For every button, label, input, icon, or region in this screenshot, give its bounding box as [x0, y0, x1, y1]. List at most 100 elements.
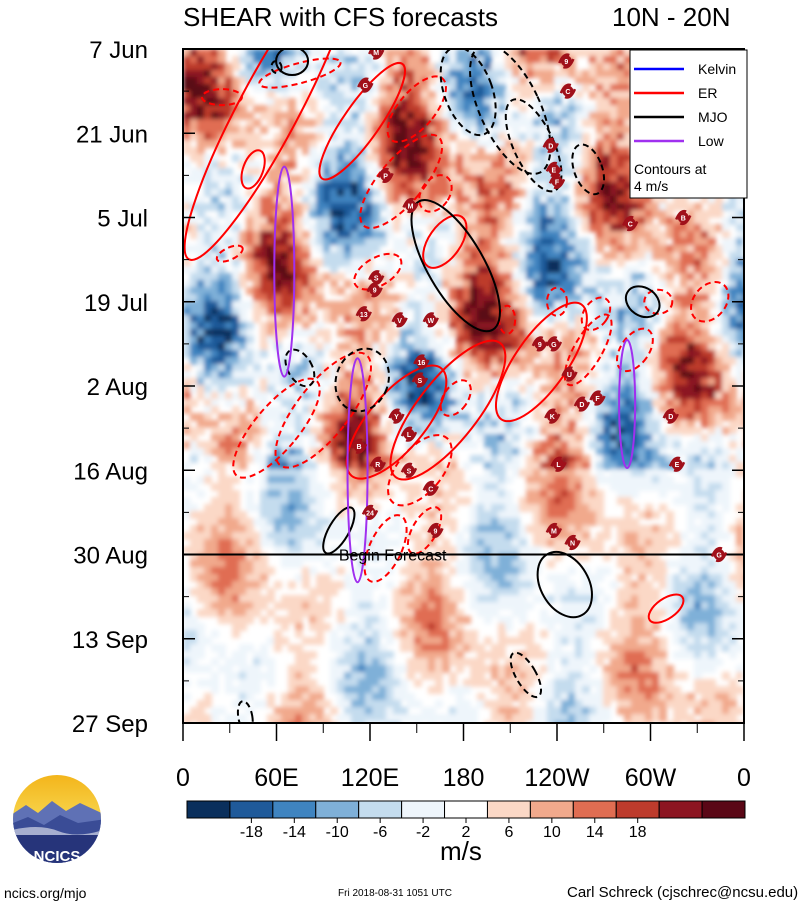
heatmap-cell: [519, 469, 527, 477]
heatmap-cell: [498, 490, 506, 498]
heatmap-cell: [554, 553, 562, 561]
heatmap-cell: [330, 462, 338, 470]
heatmap-cell: [736, 343, 744, 351]
heatmap-cell: [736, 336, 744, 344]
heatmap-cell: [197, 413, 205, 421]
heatmap-cell: [687, 287, 695, 295]
heatmap-cell: [225, 343, 233, 351]
heatmap-cell: [687, 343, 695, 351]
heatmap-cell: [715, 378, 723, 386]
heatmap-cell: [358, 532, 366, 540]
heatmap-cell: [624, 203, 632, 211]
heatmap-cell: [386, 259, 394, 267]
heatmap-cell: [666, 322, 674, 330]
heatmap-cell: [645, 532, 653, 540]
heatmap-cell: [183, 245, 191, 253]
heatmap-cell: [379, 91, 387, 99]
heatmap-cell: [456, 224, 464, 232]
heatmap-cell: [491, 294, 499, 302]
heatmap-cell: [491, 434, 499, 442]
heatmap-cell: [533, 301, 541, 309]
heatmap-cell: [456, 406, 464, 414]
heatmap-cell: [519, 301, 527, 309]
heatmap-cell: [379, 63, 387, 71]
heatmap-cell: [442, 546, 450, 554]
heatmap-cell: [456, 427, 464, 435]
heatmap-cell: [232, 329, 240, 337]
heatmap-cell: [232, 301, 240, 309]
heatmap-cell: [463, 49, 471, 57]
heatmap-cell: [211, 567, 219, 575]
heatmap-cell: [302, 539, 310, 547]
heatmap-cell: [568, 511, 576, 519]
heatmap-cell: [218, 147, 226, 155]
heatmap-cell: [701, 462, 709, 470]
heatmap-cell: [456, 105, 464, 113]
heatmap-cell: [281, 518, 289, 526]
heatmap-cell: [491, 497, 499, 505]
heatmap-cell: [659, 406, 667, 414]
heatmap-cell: [295, 140, 303, 148]
heatmap-cell: [645, 448, 653, 456]
heatmap-cell: [421, 560, 429, 568]
heatmap-cell: [617, 84, 625, 92]
heatmap-cell: [281, 392, 289, 400]
heatmap-cell: [197, 567, 205, 575]
heatmap-cell: [400, 119, 408, 127]
heatmap-cell: [456, 161, 464, 169]
heatmap-cell: [204, 385, 212, 393]
heatmap-cell: [624, 105, 632, 113]
heatmap-cell: [323, 217, 331, 225]
heatmap-cell: [589, 245, 597, 253]
heatmap-cell: [701, 413, 709, 421]
heatmap-cell: [204, 322, 212, 330]
heatmap-cell: [666, 329, 674, 337]
heatmap-cell: [274, 70, 282, 78]
heatmap-cell: [267, 364, 275, 372]
heatmap-cell: [281, 476, 289, 484]
heatmap-cell: [295, 448, 303, 456]
heatmap-cell: [715, 364, 723, 372]
heatmap-cell: [414, 112, 422, 120]
heatmap-cell: [428, 308, 436, 316]
heatmap-cell: [463, 196, 471, 204]
heatmap-cell: [666, 511, 674, 519]
heatmap-cell: [211, 98, 219, 106]
heatmap-cell: [246, 553, 254, 561]
heatmap-cell: [323, 231, 331, 239]
heatmap-cell: [211, 364, 219, 372]
heatmap-cell: [204, 308, 212, 316]
heatmap-cell: [589, 301, 597, 309]
heatmap-cell: [197, 315, 205, 323]
heatmap-cell: [421, 329, 429, 337]
heatmap-cell: [526, 553, 534, 561]
heatmap-cell: [659, 308, 667, 316]
heatmap-cell: [477, 532, 485, 540]
heatmap-cell: [358, 210, 366, 218]
heatmap-cell: [302, 217, 310, 225]
heatmap-cell: [393, 224, 401, 232]
heatmap-cell: [575, 518, 583, 526]
heatmap-cell: [281, 49, 289, 57]
heatmap-cell: [239, 378, 247, 386]
heatmap-cell: [547, 560, 555, 568]
heatmap-cell: [442, 336, 450, 344]
heatmap-cell: [232, 413, 240, 421]
heatmap-cell: [211, 483, 219, 491]
heatmap-cell: [246, 98, 254, 106]
heatmap-cell: [428, 189, 436, 197]
heatmap-cell: [295, 413, 303, 421]
heatmap-cell: [190, 49, 198, 57]
heatmap-cell: [526, 259, 534, 267]
heatmap-cell: [638, 525, 646, 533]
heatmap-cell: [260, 350, 268, 358]
heatmap-cell: [505, 420, 513, 428]
heatmap-cell: [477, 49, 485, 57]
heatmap-cell: [652, 252, 660, 260]
heatmap-cell: [288, 455, 296, 463]
heatmap-cell: [603, 420, 611, 428]
heatmap-cell: [561, 224, 569, 232]
heatmap-cell: [211, 434, 219, 442]
heatmap-cell: [435, 343, 443, 351]
heatmap-cell: [267, 539, 275, 547]
